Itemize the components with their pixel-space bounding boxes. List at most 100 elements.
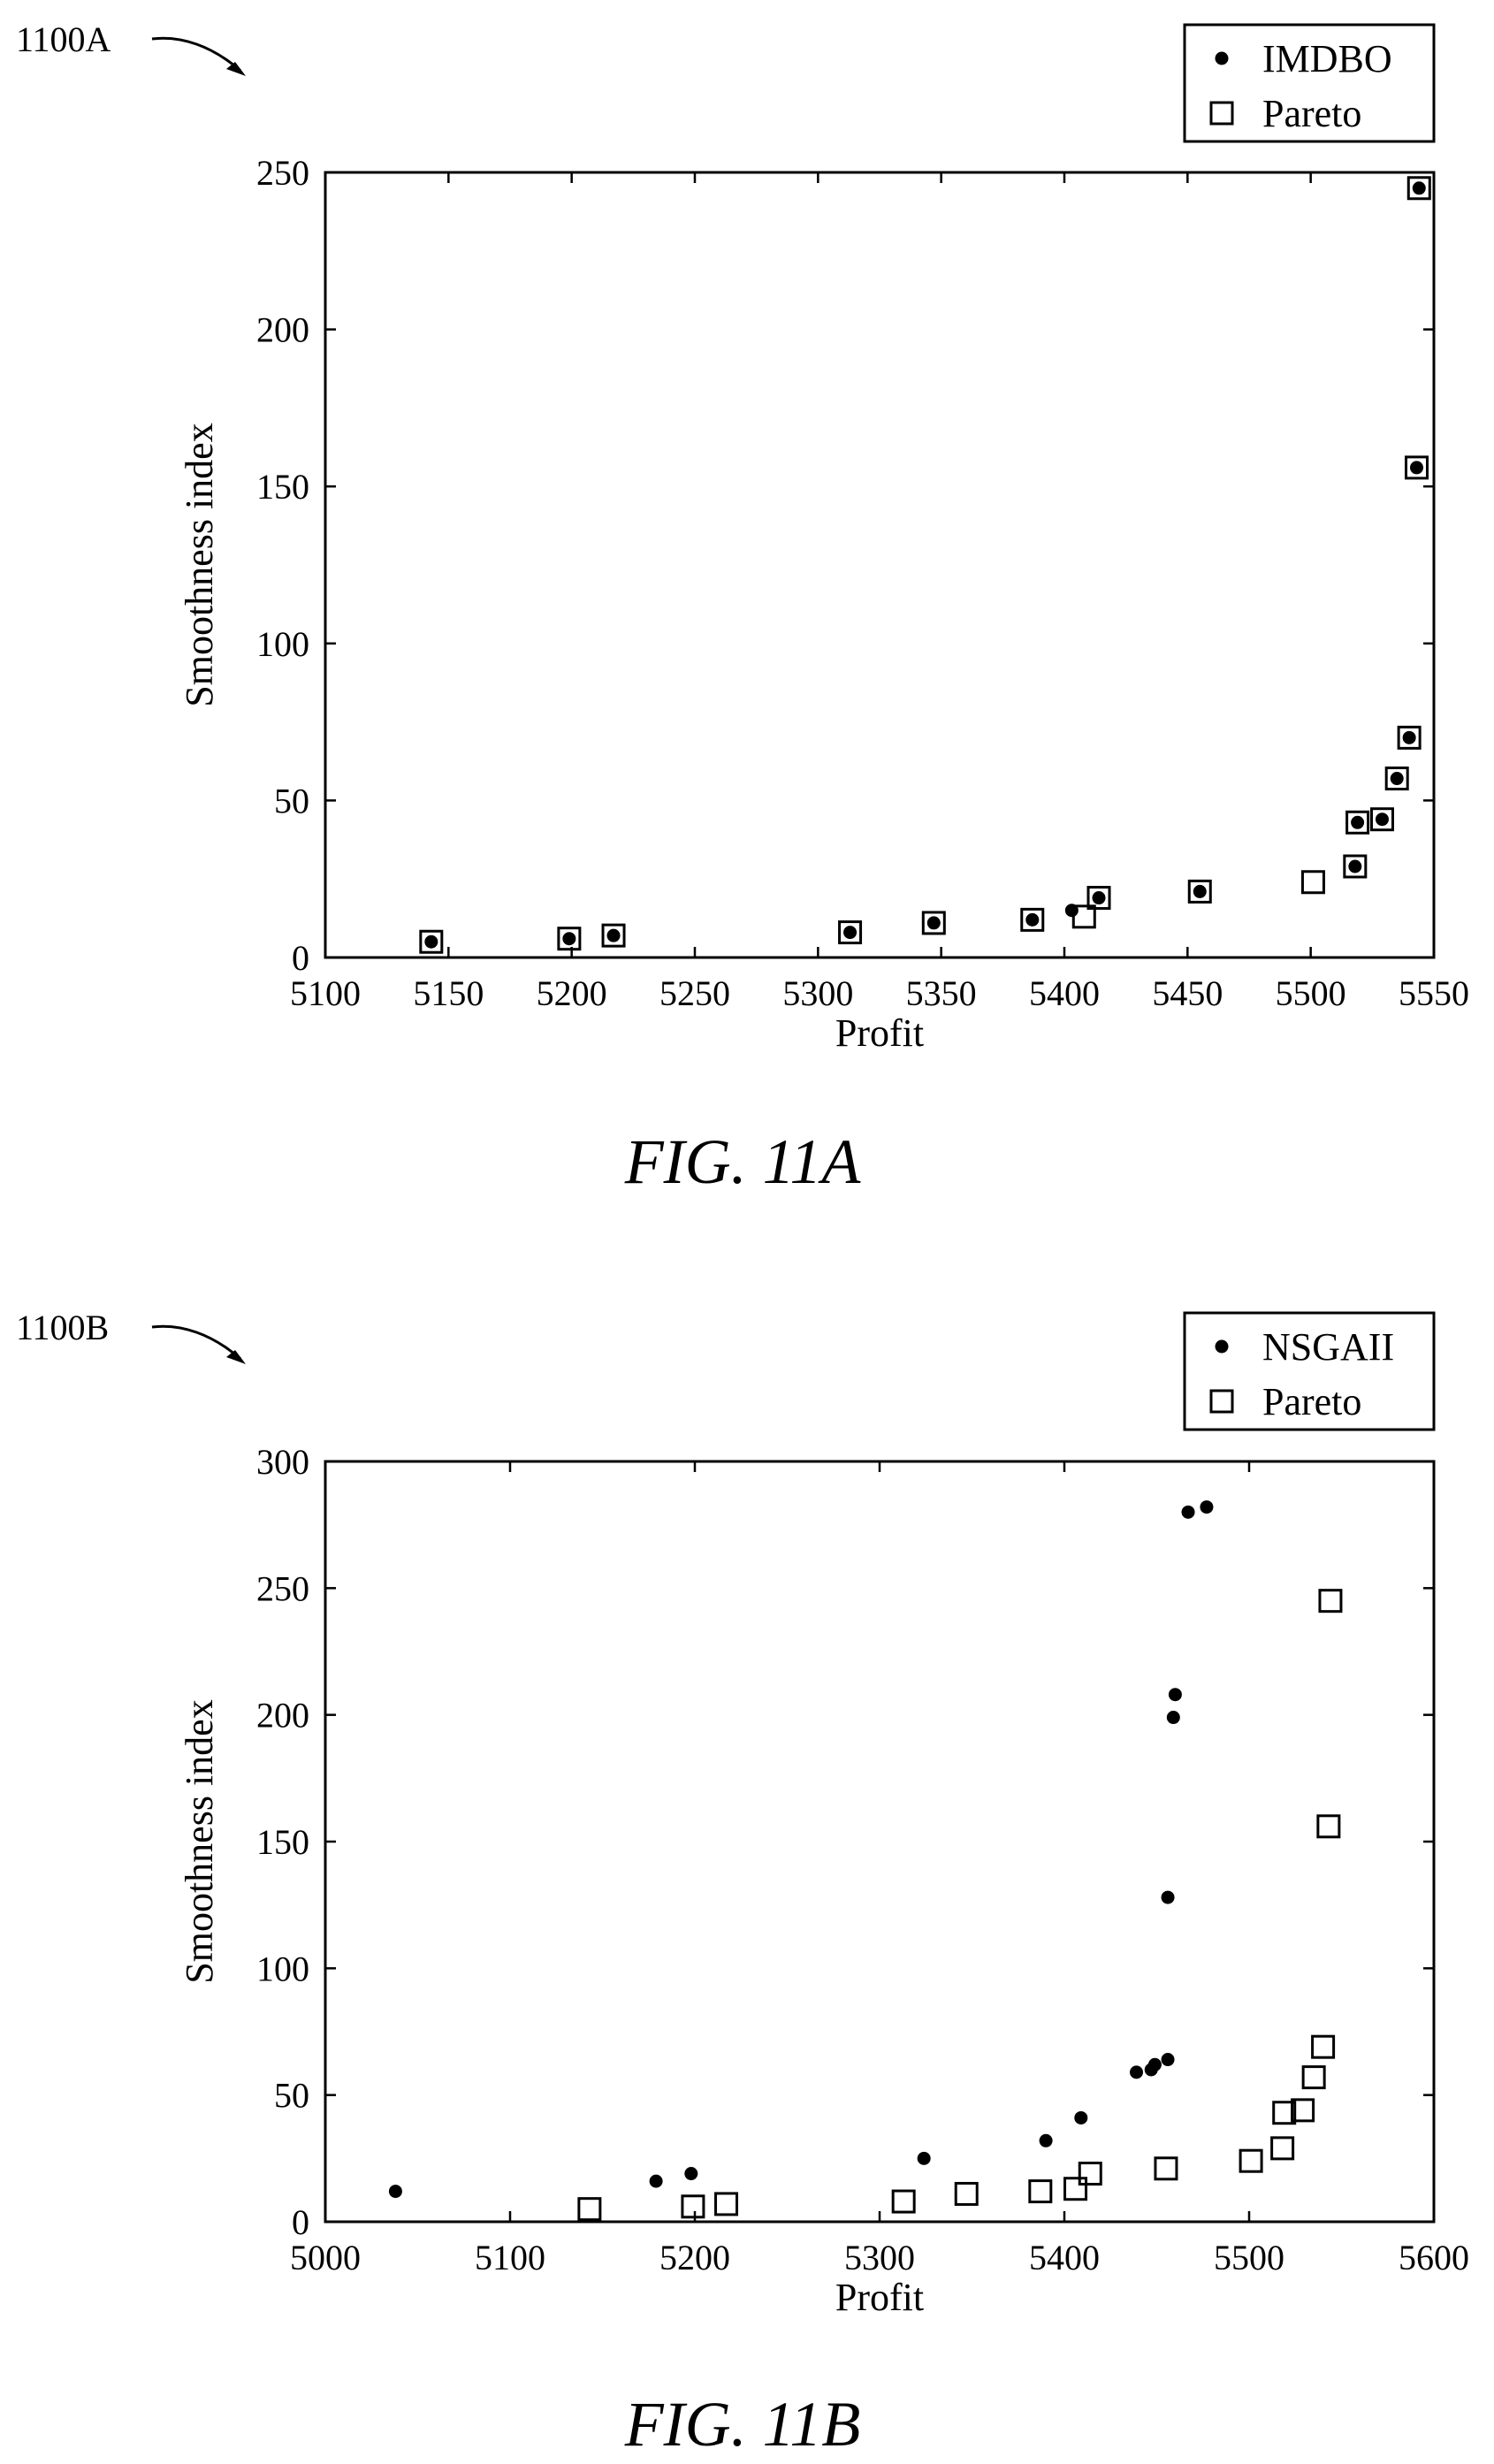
imdbo-point [1402,730,1416,744]
imdbo-point [606,928,621,942]
legend-square-marker [1209,1389,1234,1414]
x-tick-label: 5500 [1214,2238,1284,2277]
x-tick-label: 5200 [537,973,607,1013]
imdbo-point [424,934,438,949]
figure-11a-ref-arrowhead [226,62,246,76]
series-imdbo [424,181,1426,949]
pareto-point [1071,904,1096,929]
y-tick-label: 300 [256,1442,309,1482]
y-tick-label: 50 [274,2076,309,2116]
figure-11b-caption: FIG. 11B [624,2389,861,2460]
nsgaii-point [684,2167,698,2181]
y-tick-label: 250 [256,153,309,193]
pareto-point [1272,2101,1297,2125]
imdbo-point [843,926,858,940]
legend: IMDBO Pareto [1183,23,1436,143]
legend-box [1183,1311,1436,1431]
imdbo-point [1348,859,1362,873]
y-tick-label: 150 [256,467,309,507]
legend: NSGAII Pareto [1183,1311,1436,1431]
y-tick-label: 200 [256,310,309,350]
x-tick-label: 5450 [1152,973,1223,1013]
x-axis-label: Profit [835,1011,924,1055]
nsgaii-point [1039,2133,1053,2147]
figure-11a-ref-label: 1100A [16,19,111,59]
figure-11b-ref-arrowhead [226,1350,246,1364]
figure-11a: 1100A 5100 5150 5200 5250 5300 5350 5400 5450 55… [16,19,1469,1197]
pareto-point [1343,854,1368,879]
x-tick-label: 5000 [290,2238,361,2277]
x-tick-label: 5400 [1029,2238,1100,2277]
pareto-point [921,911,946,935]
chart-11b: 5000 5100 5200 5300 5400 5500 5600 0 50 100 150 200… [178,1311,1469,2319]
nsgaii-point [1161,1890,1175,1904]
imdbo-point [926,916,941,930]
legend-label: IMDBO [1262,37,1392,80]
y-tick-label: 50 [274,781,309,820]
y-tick-label: 150 [256,1822,309,1862]
pareto-point [1154,2156,1178,2181]
pareto-point [1316,1814,1341,1839]
y-tick-label: 0 [292,2202,309,2242]
nsgaii-point [1166,1711,1180,1725]
pareto-point [838,920,863,945]
pareto-point [557,927,582,951]
legend-label: NSGAII [1262,1325,1394,1369]
imdbo-point [1390,772,1404,786]
pareto-point [1404,455,1429,480]
nsgaii-point [917,2151,931,2165]
imdbo-point [562,932,576,946]
pareto-point [1311,2034,1336,2059]
y-tick-label: 250 [256,1568,309,1608]
pareto-point [577,2197,602,2222]
pareto-point [1318,1589,1343,1613]
pareto-point [1301,2065,1326,2090]
figure-11a-ref-arrow [151,36,241,72]
series-pareto [419,176,1431,954]
x-tick-label: 5400 [1029,973,1100,1013]
pareto-point [1406,176,1431,201]
pareto-point [1078,2162,1102,2186]
x-tick-label: 5300 [844,2238,915,2277]
pareto-point [1345,810,1370,835]
x-tick-label: 5350 [906,973,977,1013]
pareto-point [1239,2148,1263,2173]
pareto-point [419,929,444,954]
legend-square-marker [1209,101,1234,126]
legend-dot-marker [1215,1339,1229,1354]
x-axis-label: Profit [835,2276,924,2319]
figure-11b-ref-label: 1100B [16,1308,109,1347]
legend-label: Pareto [1262,92,1361,135]
pareto-point [1300,870,1325,895]
pareto-point [1270,2136,1295,2161]
pareto-point [601,923,626,948]
figure-11b: 1100B 5000 5100 5200 5300 5400 5500 5600 0 50 100… [16,1308,1469,2460]
imdbo-point [1025,912,1040,927]
x-tick-label: 5100 [290,973,361,1013]
y-axis-label: Smoothness index [178,423,221,706]
imdbo-point [1193,884,1207,898]
legend-box [1183,23,1436,143]
pareto-point [1291,2098,1315,2123]
y-axis-label: Smoothness index [178,1699,221,1983]
figure-11a-caption: FIG. 11A [624,1126,862,1197]
nsgaii-point [1130,2065,1144,2079]
y-tick-label: 100 [256,624,309,664]
pareto-point [891,2189,916,2214]
figure-11b-ref-arrow [151,1324,241,1361]
imdbo-point [1409,461,1423,475]
chart-11a: 5100 5150 5200 5250 5300 5350 5400 5450 5500 5550… [178,23,1469,1055]
nsgaii-point [649,2174,663,2188]
plot-frame [324,171,1436,959]
x-tick-label: 5300 [782,973,853,1013]
nsgaii-point [1200,1500,1214,1514]
nsgaii-point [1161,2053,1175,2067]
pareto-point [714,2192,739,2216]
nsgaii-point [1181,1505,1195,1519]
x-tick-label: 5200 [659,2238,730,2277]
pareto-point [1086,886,1111,911]
x-tick-label: 5500 [1276,973,1346,1013]
y-tick-label: 200 [256,1696,309,1735]
series-nsgaii [388,1500,1214,2199]
